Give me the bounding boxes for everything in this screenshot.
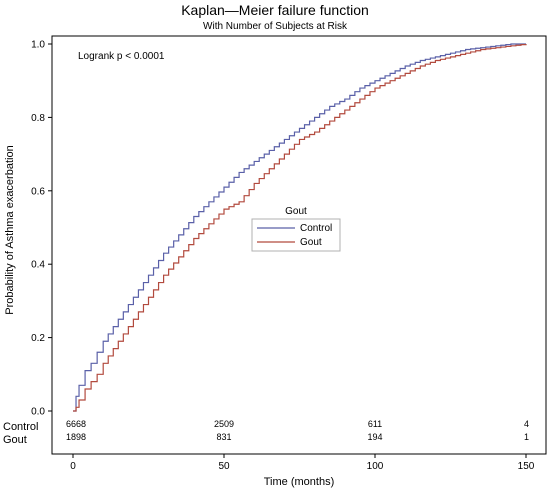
y-tick-label-2: 0.4 [31, 260, 45, 271]
logrank-annotation: Logrank p < 0.0001 [78, 51, 165, 62]
chart-title: Kaplan—Meier failure function [181, 2, 369, 18]
legend: Gout Control Gout [251, 206, 341, 252]
at-risk-label-control: Control [3, 421, 38, 433]
y-tick-label-4: 0.8 [31, 113, 45, 124]
x-tick-label-3: 150 [518, 461, 535, 472]
y-tick-label-3: 0.6 [31, 186, 45, 197]
y-tick-label-0: 0.0 [31, 407, 45, 418]
at-risk-value-gout-100: 194 [367, 432, 382, 442]
at-risk-value-gout-0: 1898 [66, 432, 86, 442]
at-risk-table: Control 6668 2509 611 4 Gout 1898 831 194 1 [3, 419, 529, 446]
series-line-control [73, 43, 526, 412]
at-risk-value-gout-150: 1 [524, 432, 529, 442]
legend-label-control: Control [300, 223, 332, 234]
chart-subtitle: With Number of Subjects at Risk [203, 21, 348, 32]
x-tick-label-1: 50 [218, 461, 230, 472]
y-axis: 0.0 0.2 0.4 0.6 0.8 1.0 [31, 40, 52, 418]
x-axis: 0 50 100 150 [70, 454, 535, 472]
at-risk-value-gout-50: 831 [216, 432, 231, 442]
at-risk-value-control-0: 6668 [66, 419, 86, 429]
legend-box [251, 218, 341, 252]
x-tick-label-0: 0 [70, 461, 76, 472]
at-risk-value-control-50: 2509 [214, 419, 234, 429]
at-risk-value-control-150: 4 [524, 419, 529, 429]
series-layer [73, 43, 527, 412]
y-axis-label: Probability of Asthma exacerbation [4, 145, 16, 314]
x-axis-label: Time (months) [264, 476, 335, 488]
at-risk-label-gout: Gout [3, 434, 27, 446]
x-tick-label-2: 100 [367, 461, 384, 472]
legend-label-gout: Gout [300, 237, 322, 248]
series-line-gout [73, 44, 527, 412]
y-tick-label-5: 1.0 [31, 40, 45, 51]
at-risk-value-control-100: 611 [368, 419, 382, 429]
y-tick-label-1: 0.2 [31, 333, 45, 344]
legend-title: Gout [285, 206, 307, 217]
plot-area-frame [51, 35, 547, 455]
